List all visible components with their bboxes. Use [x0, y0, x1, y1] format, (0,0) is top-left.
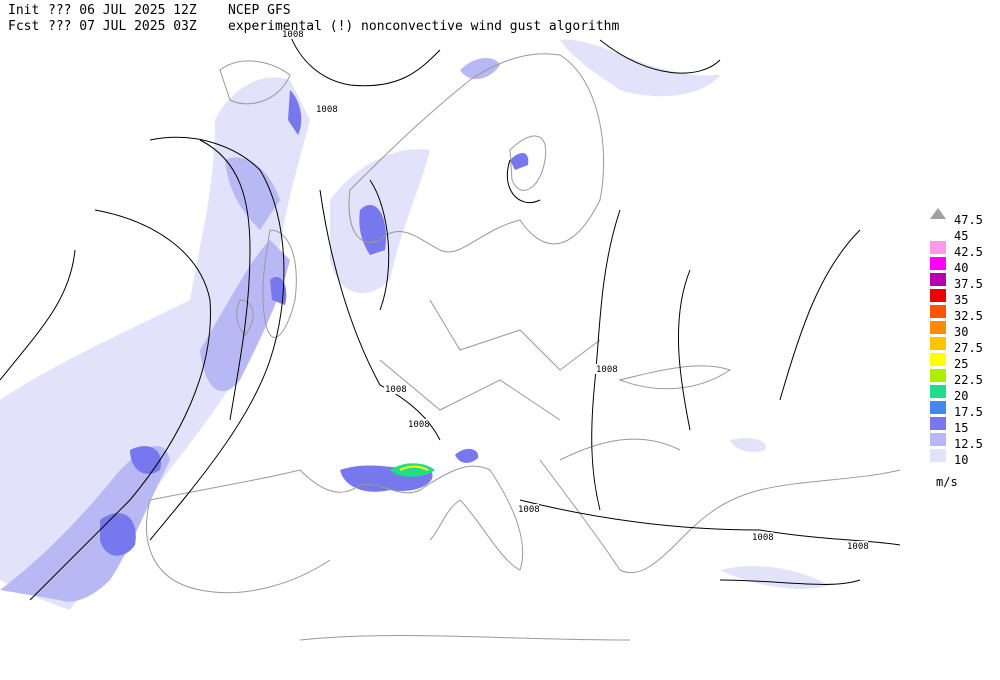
gust-patch — [390, 463, 435, 477]
coastlines — [146, 53, 901, 641]
model-name: NCEP GFS — [228, 3, 291, 18]
legend-label: 12.5 — [954, 437, 983, 451]
legend: 47.5 45 42.5 40 37.5 35 32.5 30 27.5 25 22.5 20 17.5… — [930, 208, 983, 467]
gust-patch — [225, 157, 280, 230]
description: experimental (!) nonconvective wind gust… — [228, 19, 620, 34]
legend-label: 42.5 — [954, 245, 983, 259]
init-label: Init — [8, 3, 39, 18]
legend-unit: m/s — [936, 475, 958, 489]
legend-label: 20 — [954, 389, 968, 403]
gust-patch — [288, 90, 302, 135]
light-band — [730, 438, 766, 452]
legend-label: 25 — [954, 357, 968, 371]
legend-swatch — [930, 369, 946, 382]
isobar-label-bg — [751, 532, 773, 542]
isobar-label: 1008 — [408, 420, 430, 430]
legend-swatch — [930, 385, 946, 398]
light-band — [0, 77, 310, 611]
legend-label: 15 — [954, 421, 968, 435]
isobar-label-bg — [846, 541, 868, 551]
legend-swatch — [930, 273, 946, 286]
gust-patch — [460, 58, 500, 80]
gust-areas — [0, 39, 830, 611]
legend-swatch — [930, 305, 946, 318]
gust-patch — [200, 240, 290, 392]
legend-swatch — [930, 257, 946, 270]
fcst-label: Fcst — [8, 19, 39, 34]
legend-swatch — [930, 353, 946, 366]
legend-label: 27.5 — [954, 341, 983, 355]
legend-swatch — [930, 449, 946, 462]
legend-swatch — [930, 433, 946, 446]
gust-patch — [0, 446, 170, 602]
legend-swatch — [930, 401, 946, 414]
legend-label: 47.5 — [954, 213, 983, 227]
gust-patch — [510, 153, 529, 170]
legend-label: 30 — [954, 325, 968, 339]
isobar-label-bg — [595, 364, 617, 374]
legend-label: 10 — [954, 453, 968, 467]
legend-triangle — [930, 208, 946, 219]
isobar-label: 1008 — [847, 542, 869, 552]
light-band — [560, 39, 720, 97]
gust-patch — [399, 465, 429, 471]
legend-swatch — [930, 337, 946, 350]
isobar-label-bg — [407, 419, 429, 429]
legend-swatch — [930, 241, 946, 254]
isobar-label-bg — [517, 504, 539, 514]
gust-patch — [100, 513, 136, 556]
isobar-label: 1008 — [316, 105, 338, 115]
legend-swatch — [930, 417, 946, 430]
isobar-label: 1008 — [518, 505, 540, 515]
legend-label: 37.5 — [954, 277, 983, 291]
isobar-label: 1008 — [385, 385, 407, 395]
legend-label: 40 — [954, 261, 968, 275]
isobar-label: 1008 — [282, 30, 304, 40]
gust-patch — [455, 448, 479, 463]
legend-label: 45 — [954, 229, 968, 243]
init-time: ??? 06 JUL 2025 12Z — [48, 3, 197, 18]
fcst-time: ??? 07 JUL 2025 03Z — [48, 19, 197, 34]
isobar-label-bg — [281, 29, 303, 39]
gust-patch — [270, 276, 287, 305]
isobar-labels: 1008 1008 1008 1008 1008 1008 1008 1008 — [281, 29, 869, 552]
isobar-label: 1008 — [752, 533, 774, 543]
isobars — [0, 34, 901, 601]
legend-swatch — [930, 321, 946, 334]
isobar-label: 1008 — [596, 365, 618, 375]
legend-label: 17.5 — [954, 405, 983, 419]
isobar-label-bg — [384, 384, 406, 394]
legend-label: 32.5 — [954, 309, 983, 323]
legend-label: 22.5 — [954, 373, 983, 387]
legend-swatch — [930, 289, 946, 302]
isobar-label-bg — [315, 104, 337, 114]
legend-label: 35 — [954, 293, 968, 307]
gust-patch — [130, 446, 161, 474]
